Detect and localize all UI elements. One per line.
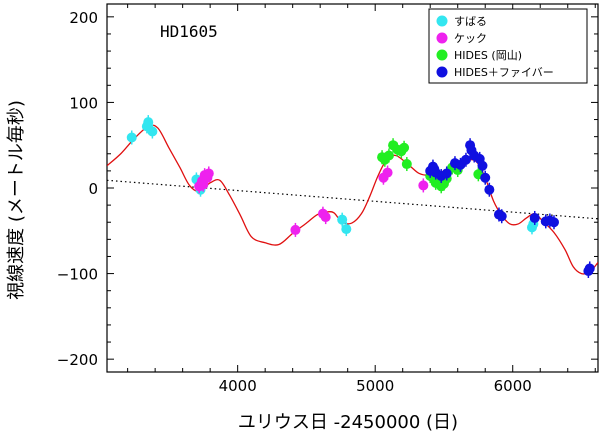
data-point bbox=[484, 185, 494, 195]
data-point bbox=[290, 225, 300, 235]
legend-marker bbox=[437, 16, 448, 27]
data-point bbox=[549, 217, 559, 227]
legend-label: HIDES (岡山) bbox=[454, 49, 522, 62]
data-point bbox=[321, 212, 331, 222]
legend-marker bbox=[437, 50, 448, 61]
curves bbox=[107, 125, 598, 274]
data-point bbox=[442, 168, 452, 178]
x-tick-label: 6000 bbox=[494, 377, 532, 395]
y-tick-label: 100 bbox=[69, 94, 98, 112]
data-point bbox=[127, 133, 137, 143]
data-point bbox=[402, 159, 412, 169]
data-points bbox=[127, 115, 595, 278]
legend-label: すばる bbox=[454, 15, 487, 28]
data-point bbox=[383, 168, 393, 178]
trend-line bbox=[107, 180, 598, 219]
data-point bbox=[204, 168, 214, 178]
y-tick-label: 0 bbox=[88, 180, 98, 198]
y-tick-label: −200 bbox=[57, 351, 98, 369]
data-point bbox=[399, 143, 409, 153]
data-point bbox=[585, 263, 595, 273]
star-label: HD1605 bbox=[160, 22, 218, 41]
data-point bbox=[418, 180, 428, 190]
data-point bbox=[341, 224, 351, 234]
x-axis-label: ユリウス日 -2450000 (日) bbox=[238, 412, 458, 433]
y-tick-label: −100 bbox=[57, 266, 98, 284]
series-2 bbox=[194, 166, 428, 237]
x-tick-label: 4000 bbox=[219, 377, 257, 395]
y-axis-label: 視線速度 (メートル毎秒) bbox=[6, 100, 27, 300]
legend-marker bbox=[437, 67, 448, 78]
data-point bbox=[480, 173, 490, 183]
data-point bbox=[530, 213, 540, 223]
legend-label: ケック bbox=[454, 32, 487, 45]
series-4 bbox=[425, 138, 595, 278]
data-point bbox=[477, 161, 487, 171]
data-point bbox=[147, 127, 157, 137]
x-tick-label: 5000 bbox=[356, 377, 394, 395]
data-point bbox=[497, 211, 507, 221]
legend-marker bbox=[437, 33, 448, 44]
y-tick-label: 200 bbox=[69, 9, 98, 27]
model-curve bbox=[107, 125, 598, 274]
data-point bbox=[198, 180, 208, 190]
legend-label: HIDES＋ファイバー bbox=[454, 66, 554, 79]
